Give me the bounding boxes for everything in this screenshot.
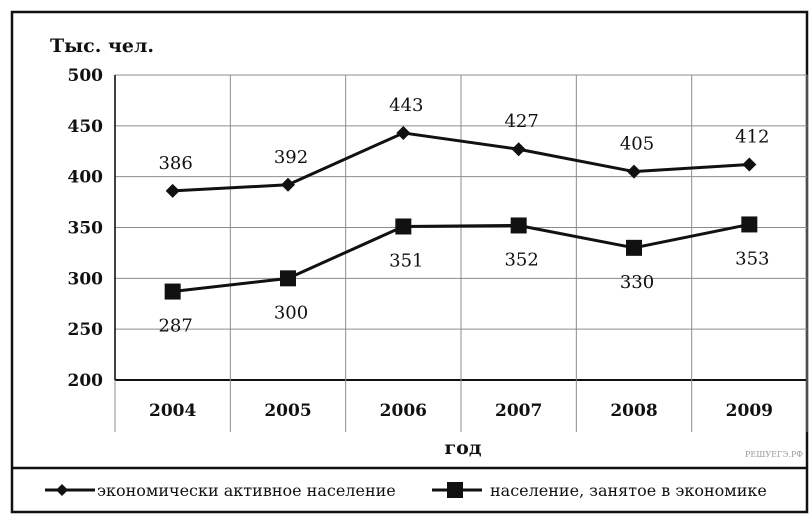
- data-point-square: [510, 217, 527, 234]
- x-tick-label: 2005: [264, 401, 311, 421]
- data-point-diamond: [627, 164, 641, 179]
- data-label: 386: [158, 153, 192, 174]
- watermark: РЕШУЕГЭ.РФ: [745, 450, 803, 459]
- data-label: 287: [158, 316, 192, 337]
- data-label: 330: [620, 272, 654, 293]
- legend: экономически активное население население…: [12, 466, 807, 500]
- data-label: 300: [274, 302, 308, 323]
- y-tick-label: 200: [68, 371, 104, 391]
- y-tick-label: 250: [68, 320, 104, 340]
- data-point-square: [280, 270, 296, 287]
- y-tick-label: 350: [68, 219, 104, 239]
- series-line-employed-population: [172, 222, 750, 294]
- data-point-diamond: [165, 183, 180, 198]
- data-point-square: [447, 482, 463, 498]
- x-tick-label: 2009: [726, 401, 773, 421]
- x-tick-label: 2004: [149, 401, 196, 421]
- y-tick-label: 400: [68, 168, 104, 188]
- data-labels: 386 392 443 427 405 412 287 300 351 352 330 353: [158, 95, 769, 337]
- data-point-square: [741, 216, 758, 233]
- data-point-diamond: [281, 177, 295, 192]
- data-label: 443: [389, 95, 423, 116]
- y-tick-label: 450: [68, 117, 104, 137]
- data-point-diamond: [56, 484, 68, 496]
- data-point-diamond: [396, 125, 411, 140]
- x-axis-label: год: [445, 437, 482, 459]
- chart-frame: [10, 10, 809, 514]
- y-tick-label: 300: [68, 269, 104, 289]
- axes: 200 250 300 350 400 450 500 2004 2005 2006 2007 200…: [68, 66, 773, 421]
- x-tick-label: 2008: [610, 401, 657, 421]
- legend-label-employed-population: население, занятое в экономике: [490, 481, 767, 500]
- data-label: 351: [389, 250, 423, 271]
- data-point-square: [395, 218, 412, 235]
- data-label: 427: [504, 111, 538, 132]
- series: [164, 125, 758, 300]
- data-point-square: [626, 239, 642, 256]
- data-point-diamond: [742, 157, 757, 172]
- data-label: 352: [504, 249, 538, 270]
- data-label: 392: [274, 147, 308, 168]
- data-point-diamond: [511, 142, 526, 157]
- data-label: 405: [620, 134, 654, 155]
- data-point-square: [164, 283, 181, 300]
- y-axis-label: Тыс. чел.: [50, 35, 154, 57]
- data-label: 412: [735, 126, 769, 147]
- legend-label-active-population: экономически активное население: [97, 481, 396, 500]
- data-label: 353: [735, 248, 769, 269]
- x-tick-label: 2006: [380, 401, 427, 421]
- y-tick-label: 500: [68, 66, 104, 86]
- series-line-active-population: [172, 131, 750, 193]
- x-tick-label: 2007: [495, 401, 542, 421]
